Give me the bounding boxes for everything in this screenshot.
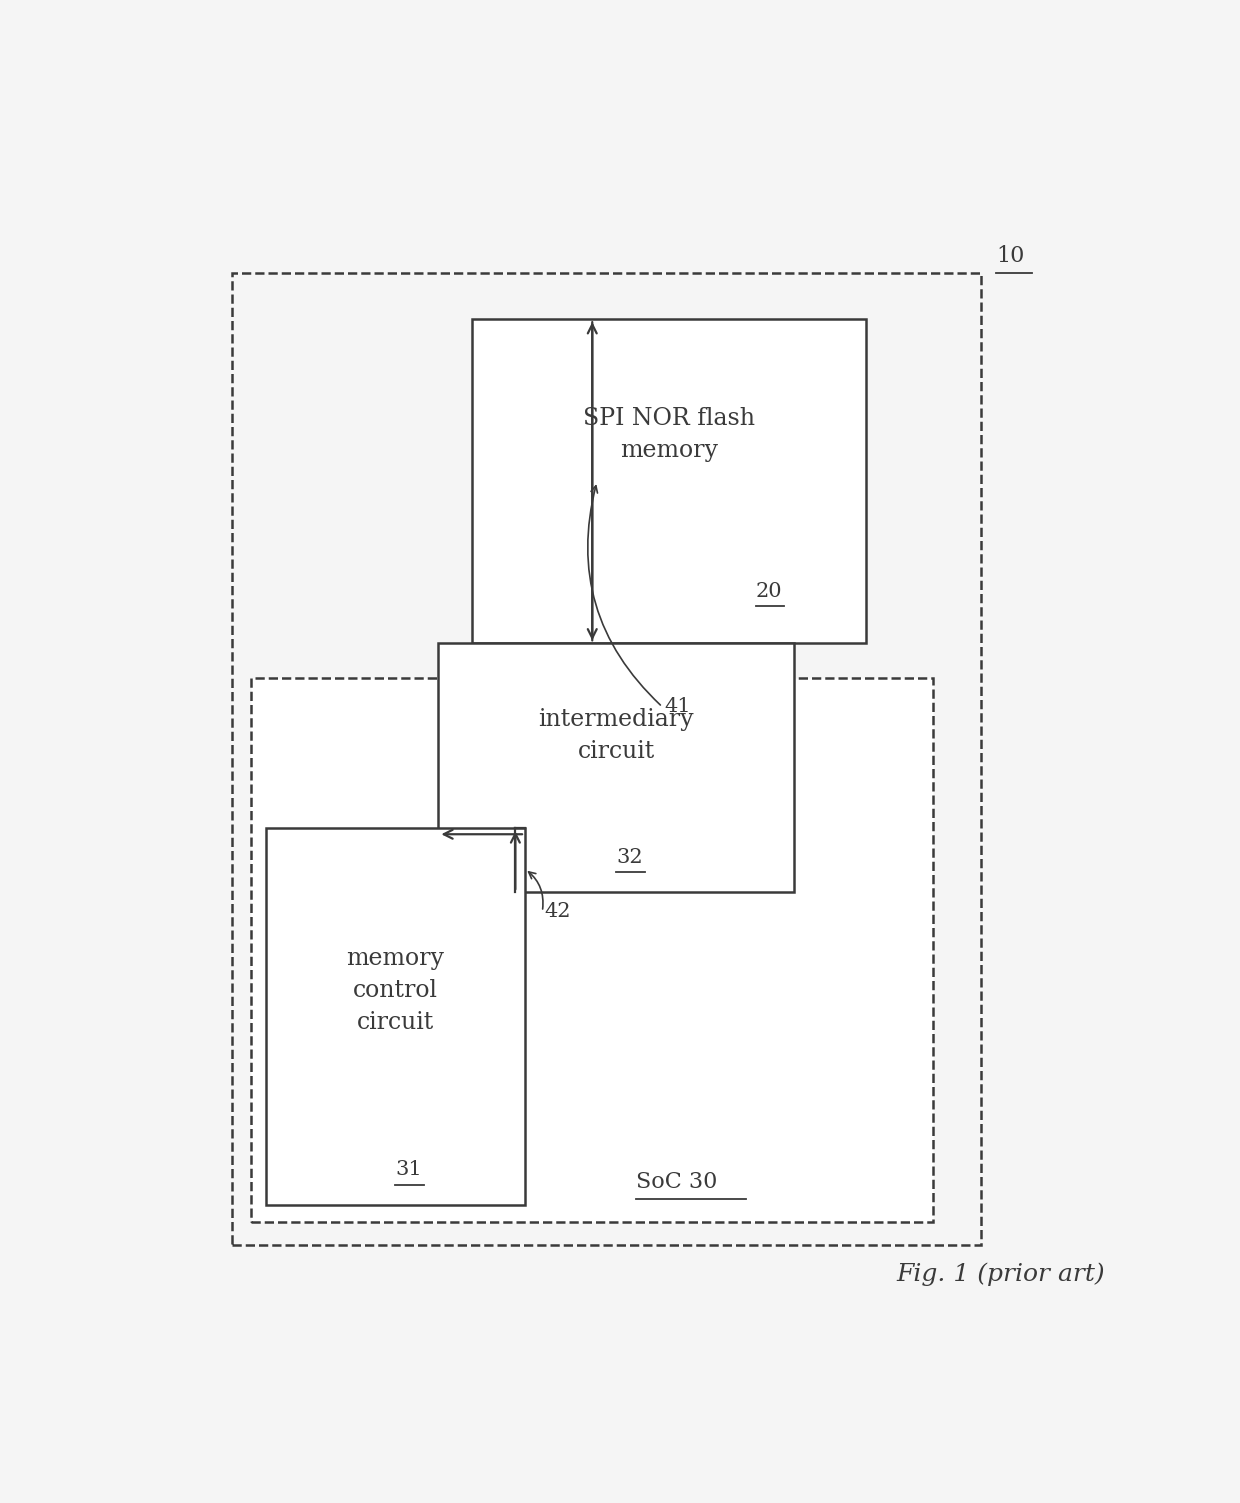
Bar: [472, 319, 866, 643]
Bar: [265, 828, 525, 1204]
Text: 32: 32: [616, 848, 642, 867]
Text: 41: 41: [665, 697, 691, 717]
Bar: [250, 678, 934, 1222]
Text: SoC 30: SoC 30: [635, 1171, 717, 1193]
Text: 31: 31: [396, 1160, 422, 1180]
Text: 10: 10: [996, 245, 1024, 268]
Text: memory
control
circuit: memory control circuit: [346, 947, 444, 1034]
Bar: [232, 274, 982, 1244]
Text: Fig. 1 (prior art): Fig. 1 (prior art): [897, 1263, 1105, 1285]
Text: intermediary
circuit: intermediary circuit: [538, 708, 694, 764]
Bar: [439, 643, 794, 893]
Text: 42: 42: [544, 902, 570, 921]
Text: 20: 20: [755, 582, 782, 601]
Text: SPI NOR flash
memory: SPI NOR flash memory: [583, 407, 755, 463]
